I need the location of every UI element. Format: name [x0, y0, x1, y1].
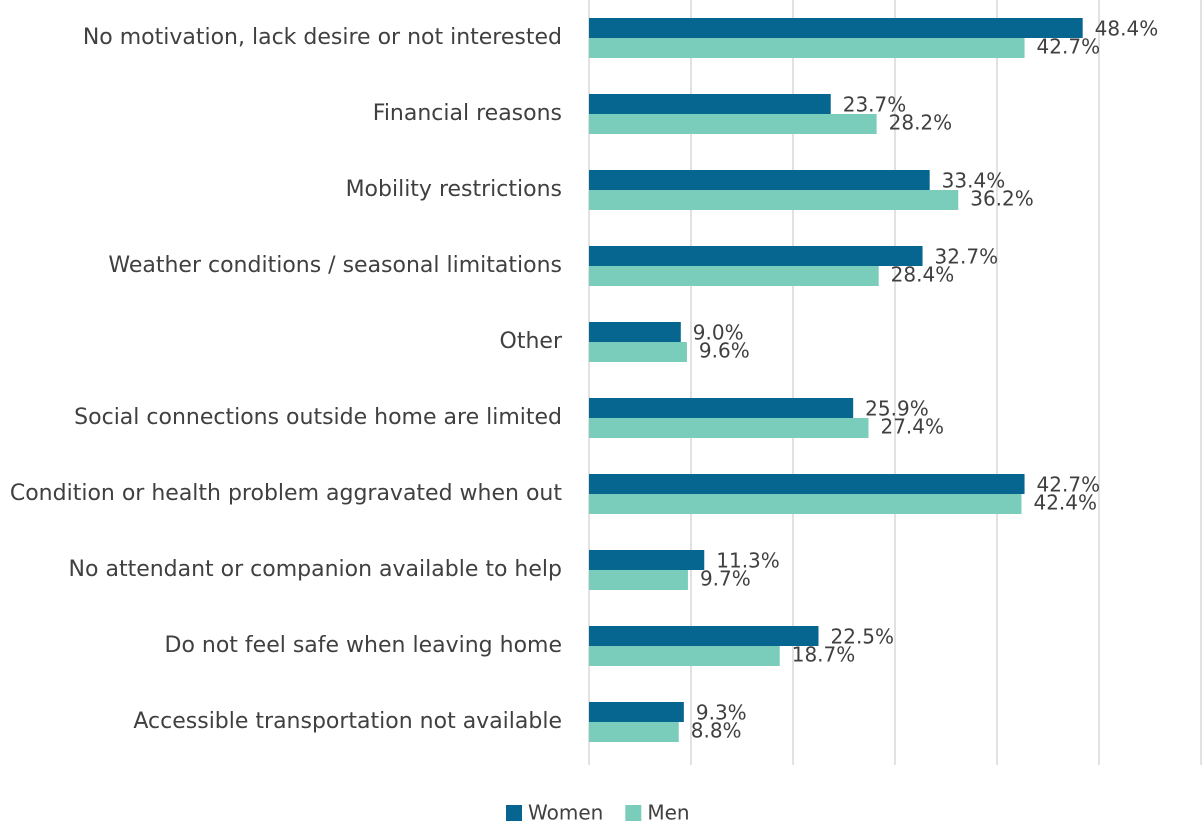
category-label: Accessible transportation not available — [133, 709, 562, 734]
bar — [589, 94, 831, 114]
legend-swatch — [506, 805, 522, 821]
data-label: 9.3% — [696, 701, 747, 725]
data-label: 18.7% — [792, 643, 856, 667]
data-label: 27.4% — [880, 415, 944, 439]
data-label: 23.7% — [843, 93, 907, 117]
category-label: Weather conditions / seasonal limitation… — [108, 253, 562, 278]
data-label: 42.7% — [1037, 473, 1101, 497]
data-label: 28.2% — [889, 111, 953, 135]
bar — [589, 190, 959, 210]
data-label: 9.7% — [700, 567, 751, 591]
data-label: 48.4% — [1095, 17, 1159, 41]
data-label: 42.4% — [1033, 491, 1097, 515]
category-label: Mobility restrictions — [345, 177, 562, 202]
data-label: 33.4% — [942, 169, 1006, 193]
data-label: 9.6% — [699, 339, 750, 363]
bar — [589, 494, 1022, 514]
bar — [589, 550, 705, 570]
data-label: 32.7% — [935, 245, 999, 269]
bar — [589, 170, 930, 190]
category-label: Financial reasons — [372, 101, 562, 126]
category-label: Do not feel safe when leaving home — [164, 633, 563, 658]
category-label: Social connections outside home are limi… — [74, 405, 562, 430]
data-label: 42.7% — [1037, 35, 1101, 59]
bar — [589, 114, 877, 134]
bar — [589, 474, 1025, 494]
bar — [589, 398, 854, 418]
data-label: 25.9% — [865, 397, 929, 421]
bar — [589, 722, 679, 742]
bar — [589, 18, 1083, 38]
data-label: 11.3% — [716, 549, 780, 573]
data-label: 28.4% — [891, 263, 955, 287]
legend-swatch — [625, 805, 642, 821]
data-label: 22.5% — [831, 625, 895, 649]
bar — [589, 646, 780, 666]
bar — [589, 570, 688, 590]
data-label: 36.2% — [970, 187, 1034, 211]
category-label: Other — [499, 329, 562, 354]
category-label: No motivation, lack desire or not intere… — [82, 25, 562, 50]
bar — [589, 342, 687, 362]
bar — [589, 626, 819, 646]
bar — [589, 702, 684, 722]
bar — [589, 418, 869, 438]
bar — [589, 38, 1025, 58]
category-label: No attendant or companion available to h… — [68, 557, 562, 582]
legend-label: Women — [528, 801, 603, 825]
bar — [589, 266, 879, 286]
bar — [589, 246, 923, 266]
category-label: Condition or health problem aggravated w… — [9, 481, 562, 506]
data-label: 8.8% — [691, 719, 742, 743]
data-label: 9.0% — [693, 321, 744, 345]
legend-label: Men — [647, 801, 689, 825]
bar — [589, 322, 681, 342]
